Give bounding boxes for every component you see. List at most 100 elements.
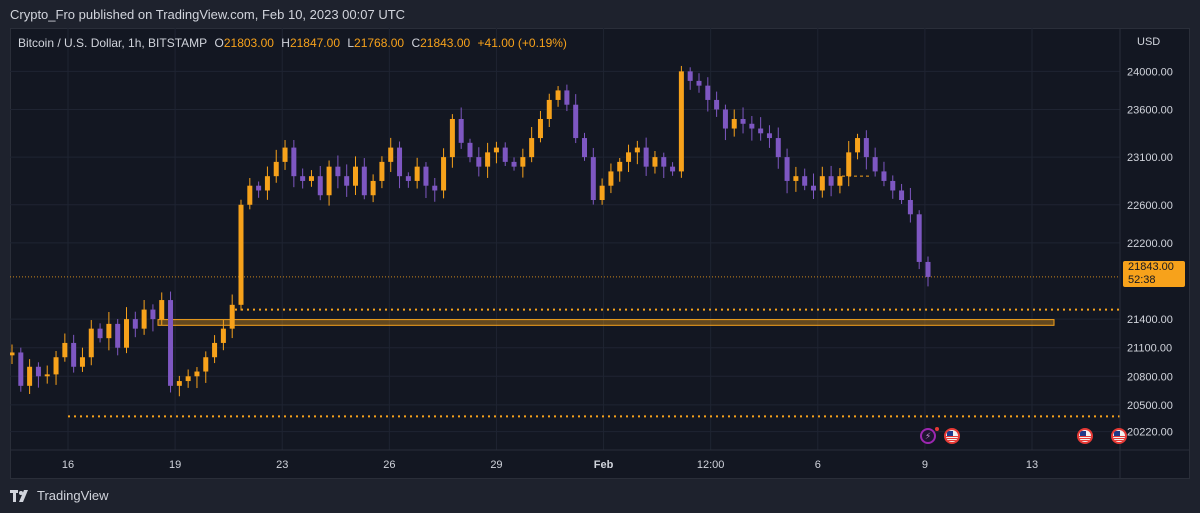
candle-body — [132, 319, 138, 329]
y-tick-label: 21100.00 — [1127, 343, 1172, 355]
us-flag-event-icon[interactable] — [1077, 428, 1093, 444]
candle-body — [35, 366, 41, 377]
candle-body — [573, 104, 579, 139]
candle-body — [511, 161, 517, 167]
legend-high-label: H — [281, 36, 290, 50]
candle-body — [467, 142, 473, 158]
y-tick-label: 21400.00 — [1127, 314, 1173, 326]
candle-body — [749, 123, 755, 129]
chart-frame — [10, 28, 1190, 479]
y-tick-label: 20220.00 — [1127, 427, 1173, 439]
us-flag-event-icon[interactable] — [944, 428, 960, 444]
candle-body — [546, 99, 552, 119]
candle-body — [670, 166, 676, 172]
candle-body — [300, 176, 306, 181]
axis-layer: 24000.00 23600.00 23100.00 22600.00 22200.00… — [10, 28, 1190, 479]
flash-event-icon[interactable]: ⚡ — [920, 428, 936, 444]
axis-currency-label[interactable]: USD — [1137, 36, 1161, 48]
candle-body — [520, 157, 526, 167]
candle-body — [599, 185, 605, 200]
candle-body — [256, 185, 262, 191]
candle-body — [264, 176, 270, 191]
candle-body — [661, 157, 667, 167]
candle-body — [828, 176, 834, 186]
price-chart[interactable]: 24000.00 23600.00 23100.00 22600.00 22200.00… — [10, 28, 1190, 479]
candle-body — [212, 342, 218, 358]
candle-body — [608, 171, 614, 186]
candle-body — [890, 180, 896, 191]
candle-body — [555, 90, 561, 100]
candle-body — [714, 99, 720, 110]
candle-body — [370, 180, 376, 196]
candle-body — [731, 119, 737, 129]
candle-body — [414, 166, 420, 181]
x-tick-label: 23 — [276, 459, 288, 471]
candle-body — [458, 119, 464, 143]
x-tick-label: Feb — [594, 459, 614, 471]
candle-body — [740, 119, 746, 124]
candle-body — [220, 328, 226, 343]
legend-change: +41.00 (+0.19%) — [477, 36, 567, 50]
y-tick-label: 23600.00 — [1127, 104, 1173, 116]
x-tick-label: 6 — [815, 459, 821, 471]
candle-body — [678, 71, 684, 172]
y-tick-label: 24000.00 — [1127, 66, 1173, 78]
candle-body — [758, 128, 764, 134]
candle-body — [79, 357, 85, 367]
candle-body — [899, 190, 905, 200]
footer-brand: TradingView — [37, 488, 109, 503]
legend-high-value: 21847.00 — [289, 36, 340, 50]
legend-low-value: 21768.00 — [354, 36, 405, 50]
candle-body — [696, 80, 702, 86]
legend-open-label: O — [214, 36, 224, 50]
candle-body — [308, 176, 314, 181]
candle-body — [449, 119, 455, 158]
legend-close-label: C — [411, 36, 421, 50]
candle-body — [229, 304, 235, 329]
candle-body — [590, 157, 596, 200]
candle-body — [88, 328, 94, 358]
published-caption: Crypto_Fro published on TradingView.com,… — [10, 7, 406, 22]
candle-body — [150, 309, 156, 320]
candle-body — [722, 109, 728, 129]
candle-body — [766, 133, 772, 139]
candle-body — [185, 376, 191, 382]
candle-body — [247, 185, 253, 205]
candle-body — [493, 147, 499, 153]
x-tick-label: 29 — [490, 459, 502, 471]
candle-body — [784, 157, 790, 181]
candle-body — [564, 90, 570, 105]
candle-body — [837, 176, 843, 186]
candle-body — [916, 214, 922, 262]
tradingview-logo-icon — [10, 489, 32, 502]
candle-body — [687, 71, 693, 81]
candle-body — [53, 357, 59, 375]
candle-body — [432, 185, 438, 191]
x-tick-label: 19 — [169, 459, 181, 471]
candle-body — [10, 352, 15, 356]
candle-body — [326, 166, 332, 196]
y-tick-label: 22600.00 — [1127, 200, 1173, 212]
x-tick-label: 13 — [1026, 459, 1038, 471]
level-layer — [10, 175, 1120, 418]
candle-body — [194, 371, 200, 377]
candle-body — [502, 147, 508, 162]
candle-body — [361, 166, 367, 196]
candle-body — [106, 323, 112, 339]
candle-body — [27, 366, 33, 386]
candle-body — [925, 261, 931, 277]
last-price-value: 21843.00 — [1128, 261, 1174, 273]
us-flag-event-icon[interactable] — [1111, 428, 1127, 444]
candle-body — [176, 381, 182, 386]
candle-body — [476, 157, 482, 167]
footer: TradingView — [10, 488, 109, 503]
candle-body — [881, 171, 887, 181]
candle-body — [141, 309, 147, 329]
candle-body — [379, 161, 385, 181]
candle-body — [344, 176, 350, 186]
y-tick-label: 20500.00 — [1127, 400, 1173, 412]
bar-countdown: 52:38 — [1128, 274, 1156, 286]
candle-body — [863, 138, 869, 158]
y-tick-label: 23100.00 — [1127, 152, 1173, 164]
ohlc-legend: Bitcoin / U.S. Dollar, 1h, BITSTAMP O218… — [18, 36, 567, 50]
